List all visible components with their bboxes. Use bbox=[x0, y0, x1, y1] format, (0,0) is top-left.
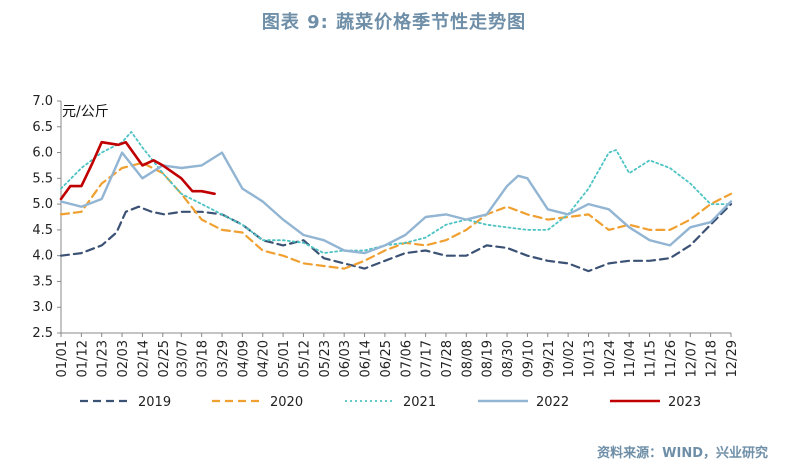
y-tick-label: 6.0 bbox=[32, 146, 53, 161]
x-tick-label: 03/07 bbox=[175, 340, 190, 377]
axes: 7.0 6.5 6.0 5.5 5.0 4.5 4.0 3.5 3.0 2.501/01 01/12… bbox=[32, 94, 740, 377]
x-tick-label: 08/30 bbox=[501, 340, 516, 377]
series-lines bbox=[59, 130, 733, 273]
y-unit-label: 元/公斤 bbox=[62, 104, 109, 120]
y-tick-label: 7.0 bbox=[32, 94, 53, 109]
y-tick-label: 5.0 bbox=[32, 197, 53, 212]
legend-label-2020: 2020 bbox=[270, 395, 303, 410]
legend-label-2021: 2021 bbox=[403, 395, 436, 410]
legend-label-2022: 2022 bbox=[536, 395, 569, 410]
y-tick-label: 3.5 bbox=[32, 274, 53, 289]
x-tick-label: 09/10 bbox=[521, 340, 536, 377]
y-tick-label: 3.0 bbox=[32, 300, 53, 315]
x-tick-label: 08/19 bbox=[481, 340, 496, 377]
series-line-2023 bbox=[59, 140, 216, 201]
x-tick-label: 03/18 bbox=[196, 340, 211, 377]
x-tick-label: 10/24 bbox=[603, 340, 618, 377]
x-tick-label: 02/03 bbox=[116, 340, 131, 377]
y-tick-label: 4.5 bbox=[32, 223, 53, 238]
series-line-2020 bbox=[59, 161, 733, 270]
chart-title: 图表 9: 蔬菜价格季节性走势图 bbox=[261, 12, 527, 33]
x-tick-label: 06/03 bbox=[338, 340, 353, 377]
x-tick-label: 01/12 bbox=[75, 340, 90, 377]
y-tick-label: 4.0 bbox=[32, 249, 53, 264]
y-tick-label: 2.5 bbox=[32, 326, 53, 341]
x-tick-label: 06/25 bbox=[379, 340, 394, 377]
x-tick-label: 12/29 bbox=[725, 340, 740, 377]
x-tick-label: 01/23 bbox=[96, 340, 111, 377]
x-tick-label: 07/28 bbox=[440, 340, 455, 377]
series-line-2021 bbox=[60, 130, 732, 255]
x-tick-label: 04/20 bbox=[257, 340, 272, 377]
legend-label-2023: 2023 bbox=[668, 395, 701, 410]
source-note: 资料来源：WIND，兴业研究 bbox=[597, 446, 768, 461]
x-tick-label: 05/12 bbox=[297, 340, 312, 377]
x-tick-label: 11/26 bbox=[664, 340, 679, 377]
x-tick-label: 10/02 bbox=[562, 340, 577, 377]
x-tick-label: 02/14 bbox=[136, 340, 151, 377]
x-tick-label: 08/08 bbox=[460, 340, 475, 377]
x-tick-label: 07/06 bbox=[399, 340, 414, 377]
x-tick-label: 07/17 bbox=[420, 340, 435, 377]
x-tick-label: 01/01 bbox=[55, 340, 70, 377]
x-tick-label: 05/23 bbox=[318, 340, 333, 377]
y-tick-label: 5.5 bbox=[32, 171, 53, 186]
x-tick-label: 12/18 bbox=[705, 340, 720, 377]
x-tick-label: 11/04 bbox=[623, 340, 638, 377]
series-line-2022 bbox=[59, 151, 733, 255]
series-line-2019 bbox=[59, 203, 733, 273]
x-tick-label: 05/01 bbox=[277, 340, 292, 377]
x-tick-label: 09/21 bbox=[542, 340, 557, 377]
y-tick-label: 6.5 bbox=[32, 120, 53, 135]
x-tick-label: 10/13 bbox=[582, 340, 597, 377]
legend: 2019 2020 2021 2022 2023 bbox=[80, 395, 701, 410]
x-tick-label: 06/14 bbox=[359, 340, 374, 377]
legend-label-2019: 2019 bbox=[138, 395, 171, 410]
x-tick-label: 03/29 bbox=[216, 340, 231, 377]
x-tick-label: 04/09 bbox=[236, 340, 251, 377]
x-tick-label: 02/25 bbox=[157, 340, 172, 377]
x-tick-label: 11/15 bbox=[644, 340, 659, 377]
x-tick-label: 12/07 bbox=[684, 340, 699, 377]
